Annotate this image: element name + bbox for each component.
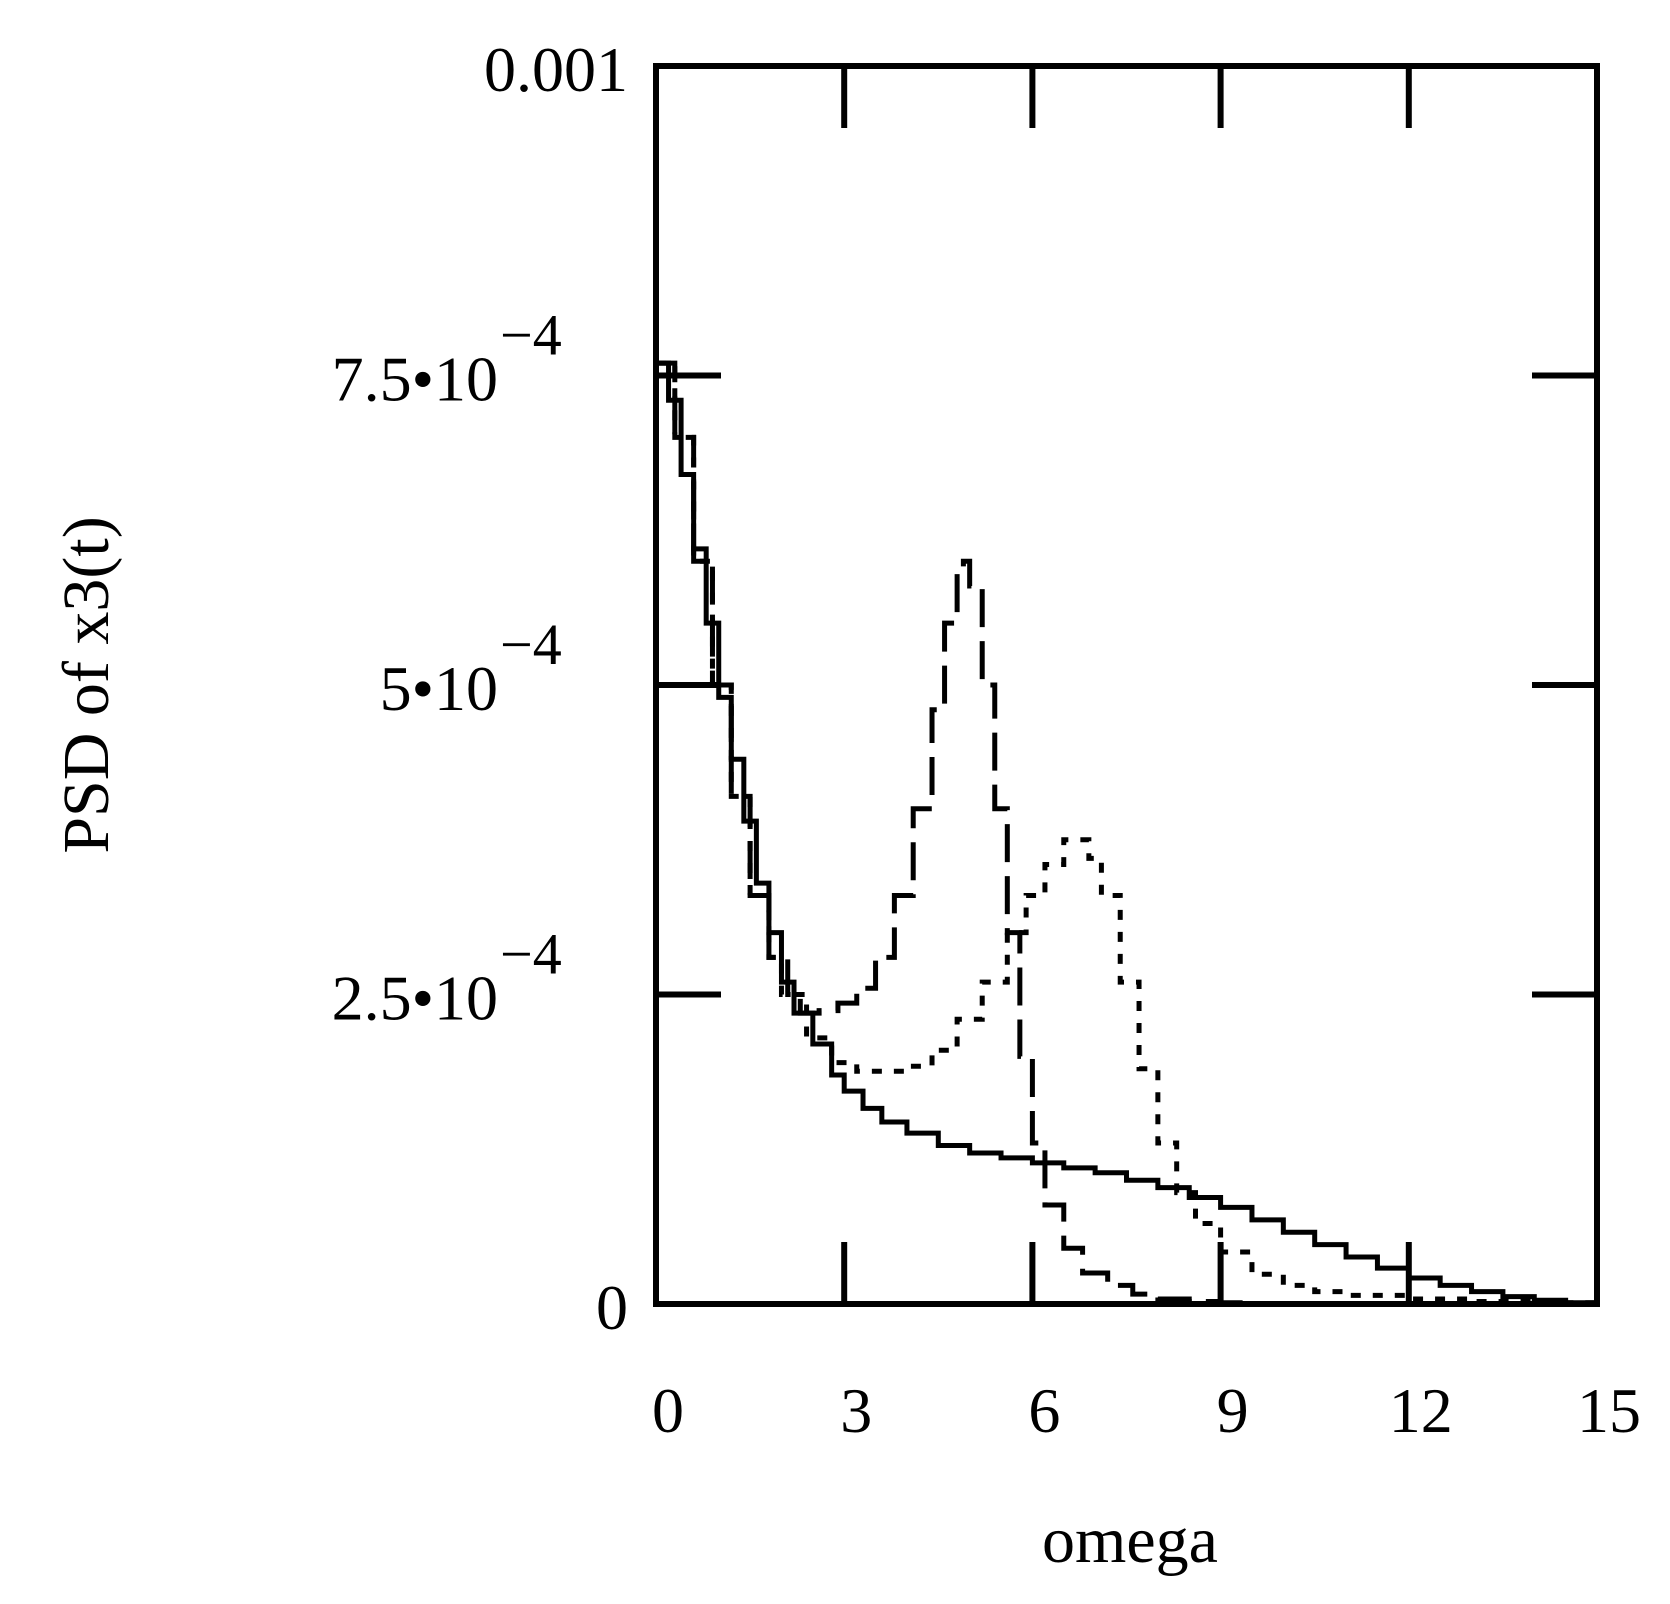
x-axis-title: omega bbox=[1042, 1504, 1218, 1577]
series-layer bbox=[656, 360, 1600, 1307]
series-solid-line bbox=[656, 360, 1600, 1306]
series-dot-line bbox=[656, 360, 1600, 1306]
axis-ticks bbox=[656, 66, 1597, 1304]
y-tick-label: 7.5•10−4 bbox=[332, 303, 562, 415]
y-tick-label: 5•10−4 bbox=[380, 612, 562, 724]
y-tick-label: 0 bbox=[596, 1272, 628, 1343]
plot-frame bbox=[653, 63, 1600, 1307]
x-tick-label: 3 bbox=[840, 1375, 872, 1446]
x-tick-label: 9 bbox=[1217, 1375, 1249, 1446]
x-tick-label: 0 bbox=[652, 1375, 684, 1446]
series-dash-line bbox=[656, 360, 1284, 1307]
y-tick-label: 0.001 bbox=[484, 34, 628, 105]
tick-labels: 0 3 6 9 12 15 0 2.5•10−4 5•10−4 7.5•10−4 0.001 bbox=[332, 34, 1641, 1446]
x-tick-label: 12 bbox=[1389, 1375, 1453, 1446]
y-axis-title: PSD of x3(t) bbox=[50, 516, 123, 853]
x-tick-label: 6 bbox=[1028, 1375, 1060, 1446]
x-tick-label: 15 bbox=[1577, 1375, 1641, 1446]
y-tick-label: 2.5•10−4 bbox=[332, 922, 562, 1034]
